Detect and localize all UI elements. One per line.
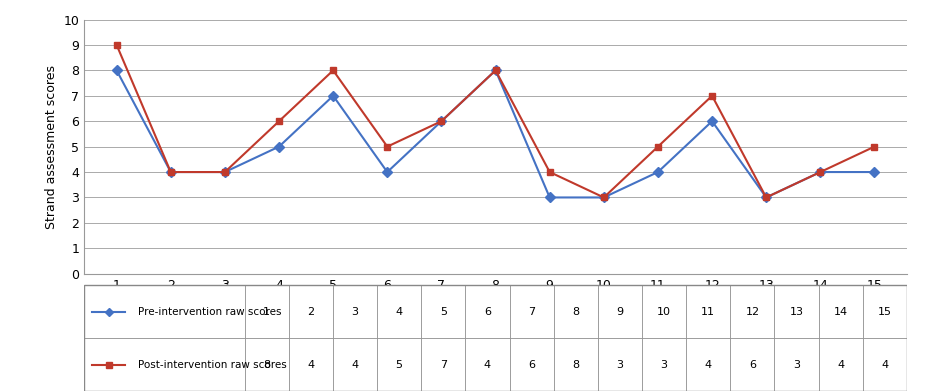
Bar — [377, 285, 422, 338]
Text: 14: 14 — [834, 307, 848, 317]
Bar — [819, 338, 863, 391]
Text: 4: 4 — [396, 307, 403, 317]
Post-intervention raw scores — [707, 93, 718, 98]
Bar — [289, 338, 333, 391]
Bar — [686, 285, 730, 338]
Post-intervention raw scores — [220, 170, 231, 174]
Text: 4: 4 — [308, 360, 314, 369]
Text: 8: 8 — [572, 360, 580, 369]
Bar — [245, 338, 289, 391]
Text: 8: 8 — [263, 360, 270, 369]
Pre-intervention raw scores — [707, 119, 718, 124]
Line: Post-intervention raw scores: Post-intervention raw scores — [113, 41, 878, 201]
Post-intervention raw scores — [869, 144, 880, 149]
Post-intervention raw scores — [544, 170, 555, 174]
Post-intervention raw scores — [273, 119, 284, 124]
Bar — [333, 338, 377, 391]
Bar — [642, 338, 686, 391]
Text: 7: 7 — [528, 307, 535, 317]
Text: 2: 2 — [308, 307, 314, 317]
Text: 4: 4 — [837, 360, 844, 369]
Post-intervention raw scores — [381, 144, 393, 149]
Post-intervention raw scores — [111, 43, 122, 47]
Text: 3: 3 — [661, 360, 668, 369]
Pre-intervention raw scores — [327, 93, 338, 98]
Pre-intervention raw scores — [165, 170, 177, 174]
Bar — [774, 338, 819, 391]
Bar — [642, 285, 686, 338]
Line: Pre-intervention raw scores: Pre-intervention raw scores — [113, 67, 878, 201]
Text: 4: 4 — [882, 360, 888, 369]
Text: 3: 3 — [352, 307, 358, 317]
Post-intervention raw scores — [490, 68, 501, 73]
Bar — [554, 338, 597, 391]
Bar — [597, 338, 642, 391]
Pre-intervention raw scores — [220, 170, 231, 174]
Bar — [863, 285, 907, 338]
Bar — [510, 338, 554, 391]
Pre-intervention raw scores — [381, 170, 393, 174]
Bar — [466, 338, 510, 391]
Post-intervention raw scores — [598, 195, 610, 200]
Post-intervention raw scores — [814, 170, 826, 174]
Text: 7: 7 — [439, 360, 447, 369]
Text: 13: 13 — [789, 307, 803, 317]
Pre-intervention raw scores — [273, 144, 284, 149]
Pre-intervention raw scores — [814, 170, 826, 174]
Text: 3: 3 — [793, 360, 800, 369]
Pre-intervention raw scores — [869, 170, 880, 174]
Bar — [554, 285, 597, 338]
Text: 5: 5 — [396, 360, 403, 369]
Text: 11: 11 — [701, 307, 715, 317]
Text: 15: 15 — [878, 307, 892, 317]
Pre-intervention raw scores — [544, 195, 555, 200]
Bar — [84, 285, 245, 338]
Bar — [819, 285, 863, 338]
Text: 4: 4 — [352, 360, 358, 369]
Text: 10: 10 — [657, 307, 671, 317]
Bar — [377, 338, 422, 391]
Bar — [686, 338, 730, 391]
Text: 6: 6 — [528, 360, 535, 369]
Bar — [289, 285, 333, 338]
Pre-intervention raw scores — [598, 195, 610, 200]
Text: 12: 12 — [745, 307, 759, 317]
Bar — [863, 338, 907, 391]
Pre-intervention raw scores — [653, 170, 664, 174]
Text: Post-intervention raw scores: Post-intervention raw scores — [137, 360, 286, 369]
Text: 5: 5 — [439, 307, 447, 317]
Text: 9: 9 — [616, 307, 624, 317]
Text: 3: 3 — [616, 360, 624, 369]
Text: 6: 6 — [749, 360, 755, 369]
Post-intervention raw scores — [436, 119, 447, 124]
Post-intervention raw scores — [760, 195, 771, 200]
Bar — [730, 338, 774, 391]
Bar — [422, 285, 466, 338]
Pre-intervention raw scores — [111, 68, 122, 73]
Pre-intervention raw scores — [760, 195, 771, 200]
Post-intervention raw scores — [165, 170, 177, 174]
Text: 4: 4 — [705, 360, 712, 369]
Pre-intervention raw scores — [490, 68, 501, 73]
Bar — [597, 285, 642, 338]
Post-intervention raw scores — [327, 68, 338, 73]
Bar — [730, 285, 774, 338]
Post-intervention raw scores — [653, 144, 664, 149]
Text: 8: 8 — [572, 307, 580, 317]
Bar — [333, 285, 377, 338]
Text: Pre-intervention raw scores: Pre-intervention raw scores — [137, 307, 281, 317]
Bar — [84, 338, 245, 391]
Pre-intervention raw scores — [436, 119, 447, 124]
Bar — [466, 285, 510, 338]
Y-axis label: Strand assessment scores: Strand assessment scores — [45, 65, 58, 229]
Bar — [774, 285, 819, 338]
Text: 6: 6 — [484, 307, 491, 317]
Bar — [422, 338, 466, 391]
Text: 1: 1 — [263, 307, 270, 317]
Text: 4: 4 — [484, 360, 491, 369]
Bar — [510, 285, 554, 338]
Bar — [245, 285, 289, 338]
